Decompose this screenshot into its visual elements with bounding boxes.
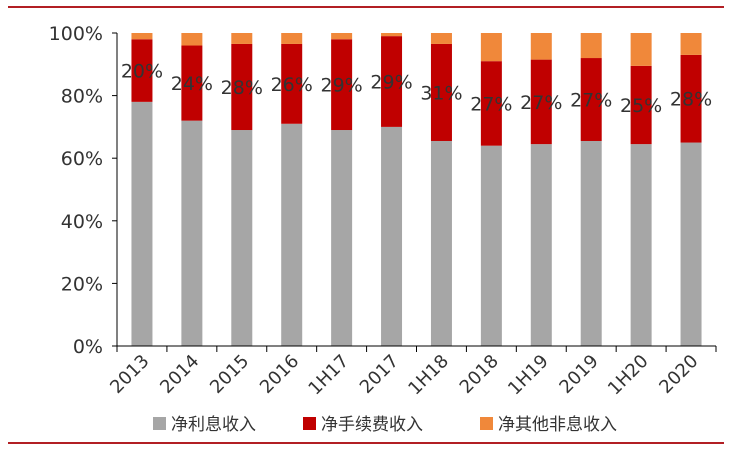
bar-segment-2 [131,39,153,102]
bar-segment-2 [181,45,203,121]
bar-segment-3 [181,33,203,46]
bar-segment-3 [530,33,552,60]
x-tick-label: 2016 [256,351,303,398]
y-tick-label: 100% [49,23,103,45]
bar-segment-1 [131,101,153,346]
bar-segment-2 [231,43,253,131]
bar-segment-1 [331,130,353,346]
x-tick-label: 2017 [356,351,403,398]
x-tick-label: 2019 [556,351,603,398]
bar-segment-1 [281,123,303,347]
bar-segment-3 [480,33,502,62]
x-tick-label: 2013 [106,351,153,398]
legend-swatch [303,417,316,430]
data-label: 24% [171,73,213,95]
x-tick-label: 1H20 [604,351,653,400]
bar-segment-2 [331,39,353,131]
y-tick-label: 80% [61,86,103,108]
legend-label: 净其他非息收入 [498,415,617,435]
bar-segment-1 [580,140,602,346]
y-tick-label: 60% [61,148,103,170]
data-label: 25% [620,95,662,117]
bar-segment-3 [680,33,702,55]
data-label: 29% [321,75,363,97]
bar-segment-2 [630,65,652,145]
legend-label: 净手续费收入 [321,415,423,435]
data-label: 31% [420,82,462,104]
bar-segment-3 [331,33,353,40]
bar-segment-3 [131,33,153,40]
bar-segment-1 [630,144,652,346]
data-label: 20% [121,61,163,83]
data-labels: 20% 24% 28% 26% 29% 29% 31% 27% 27% 27% 25% 28% [121,61,712,117]
data-label: 27% [520,92,562,114]
x-tick-label: 1H19 [504,351,553,400]
y-tick-label: 40% [61,211,103,233]
y-tick-label: 20% [61,273,103,295]
legend-swatch [153,417,166,430]
x-tick-label: 2014 [156,351,203,398]
bar-segment-3 [281,33,303,44]
bar-segment-3 [430,33,452,44]
legend-swatch [480,417,493,430]
bar-segment-2 [580,58,602,141]
data-label: 28% [670,89,712,111]
bar-segment-1 [430,140,452,346]
y-axis: 0% 20% 40% 60% 80% 100% [49,23,118,358]
bar-segment-3 [231,33,253,44]
data-label: 27% [570,90,612,112]
bar-segment-2 [281,43,303,124]
bar-segment-1 [680,142,702,346]
data-label: 26% [271,74,313,96]
bar-segment-3 [381,33,403,37]
bar-segment-1 [181,120,203,346]
data-label: 28% [221,77,263,99]
bar-segment-2 [530,59,552,145]
y-tick-label: 0% [73,336,103,358]
bar-segment-2 [480,61,502,146]
bar-segment-2 [430,43,452,141]
bar-segment-1 [231,130,253,346]
bar-segment-3 [580,33,602,59]
bar-segment-1 [480,145,502,346]
bar-segment-1 [530,144,552,346]
bar-segment-2 [680,54,702,143]
bar-segment-3 [630,33,652,66]
data-label: 27% [470,93,512,115]
x-tick-label: 1H18 [404,351,453,400]
bar-segment-2 [381,36,403,127]
data-label: 29% [370,72,412,94]
x-tick-label: 1H17 [304,351,353,400]
x-tick-label: 2015 [206,351,253,398]
bars [131,33,702,347]
x-tick-label: 2018 [456,351,503,398]
bar-segment-1 [381,126,403,347]
legend: 净利息收入 净手续费收入 净其他非息收入 [153,415,617,435]
x-axis: 2013 2014 2015 2016 1H17 2017 1H18 2018 1H19 2019… [106,345,717,400]
x-tick-label: 2020 [655,351,702,398]
legend-label: 净利息收入 [171,415,256,435]
